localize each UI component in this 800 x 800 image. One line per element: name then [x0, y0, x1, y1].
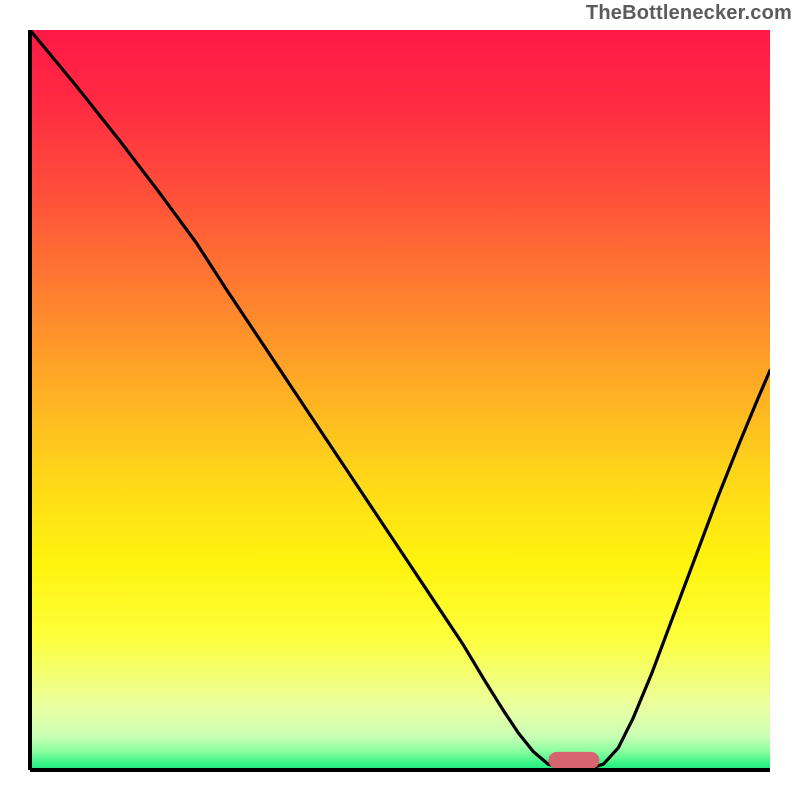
watermark-text: TheBottlenecker.com	[586, 2, 792, 25]
chart-container: { "watermark": { "text": "TheBottlenecke…	[0, 0, 800, 800]
bottleneck-chart	[0, 0, 800, 800]
gradient-background	[30, 30, 770, 770]
optimal-marker	[549, 752, 599, 768]
